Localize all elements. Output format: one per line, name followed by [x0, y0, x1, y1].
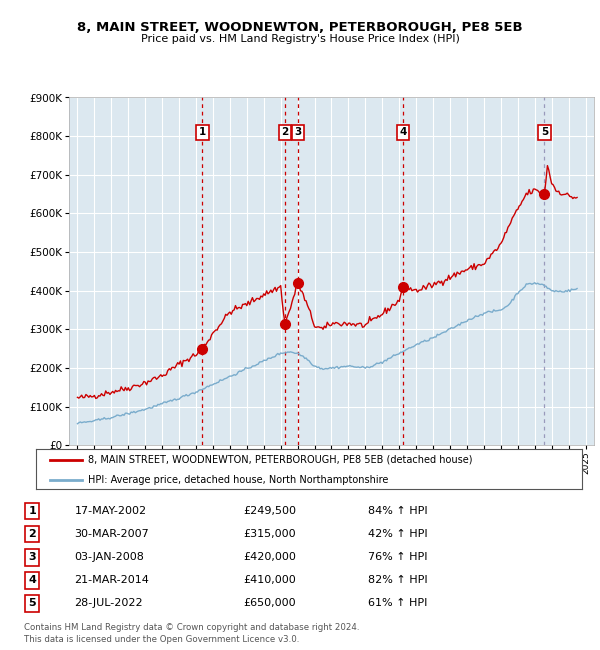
- Text: 61% ↑ HPI: 61% ↑ HPI: [368, 598, 427, 608]
- Text: £410,000: £410,000: [244, 575, 296, 585]
- Text: 3: 3: [294, 127, 301, 137]
- Text: 5: 5: [541, 127, 548, 137]
- Text: 82% ↑ HPI: 82% ↑ HPI: [368, 575, 427, 585]
- Text: 21-MAR-2014: 21-MAR-2014: [74, 575, 149, 585]
- Text: £315,000: £315,000: [244, 529, 296, 539]
- Text: 3: 3: [28, 552, 36, 562]
- Text: 1: 1: [28, 506, 36, 516]
- Text: 42% ↑ HPI: 42% ↑ HPI: [368, 529, 427, 539]
- Text: 30-MAR-2007: 30-MAR-2007: [74, 529, 149, 539]
- Text: This data is licensed under the Open Government Licence v3.0.: This data is licensed under the Open Gov…: [24, 634, 299, 644]
- Text: £249,500: £249,500: [244, 506, 296, 516]
- Text: £420,000: £420,000: [244, 552, 296, 562]
- Text: Price paid vs. HM Land Registry's House Price Index (HPI): Price paid vs. HM Land Registry's House …: [140, 34, 460, 44]
- Text: 17-MAY-2002: 17-MAY-2002: [74, 506, 146, 516]
- Text: Contains HM Land Registry data © Crown copyright and database right 2024.: Contains HM Land Registry data © Crown c…: [24, 623, 359, 632]
- Text: 4: 4: [399, 127, 407, 137]
- Text: 03-JAN-2008: 03-JAN-2008: [74, 552, 144, 562]
- Text: 8, MAIN STREET, WOODNEWTON, PETERBOROUGH, PE8 5EB: 8, MAIN STREET, WOODNEWTON, PETERBOROUGH…: [77, 21, 523, 34]
- Text: 2: 2: [28, 529, 36, 539]
- Text: HPI: Average price, detached house, North Northamptonshire: HPI: Average price, detached house, Nort…: [88, 475, 388, 486]
- Text: 28-JUL-2022: 28-JUL-2022: [74, 598, 143, 608]
- Text: 84% ↑ HPI: 84% ↑ HPI: [368, 506, 427, 516]
- Text: 1: 1: [199, 127, 206, 137]
- Text: £650,000: £650,000: [244, 598, 296, 608]
- Text: 8, MAIN STREET, WOODNEWTON, PETERBOROUGH, PE8 5EB (detached house): 8, MAIN STREET, WOODNEWTON, PETERBOROUGH…: [88, 455, 472, 465]
- Text: 2: 2: [281, 127, 289, 137]
- Text: 76% ↑ HPI: 76% ↑ HPI: [368, 552, 427, 562]
- Text: 4: 4: [28, 575, 36, 585]
- Text: 5: 5: [28, 598, 36, 608]
